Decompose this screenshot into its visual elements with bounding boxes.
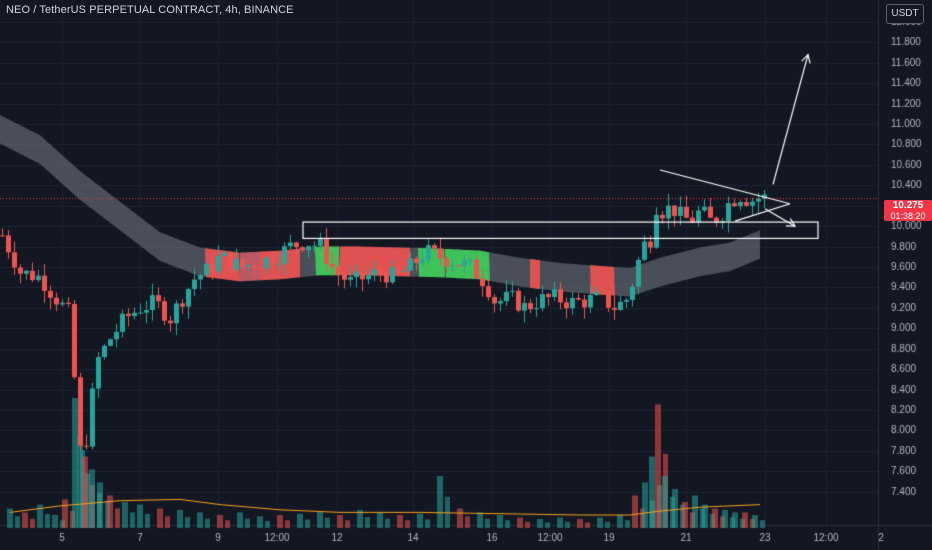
last-price-value: 10.275 bbox=[892, 200, 924, 211]
chart-title: NEO / TetherUS PERPETUAL CONTRACT, 4h, B… bbox=[6, 4, 294, 16]
currency-button[interactable]: USDT bbox=[886, 4, 924, 24]
last-price-badge: 10.275 01:38:20 bbox=[884, 200, 932, 221]
bar-countdown: 01:38:20 bbox=[890, 211, 926, 221]
